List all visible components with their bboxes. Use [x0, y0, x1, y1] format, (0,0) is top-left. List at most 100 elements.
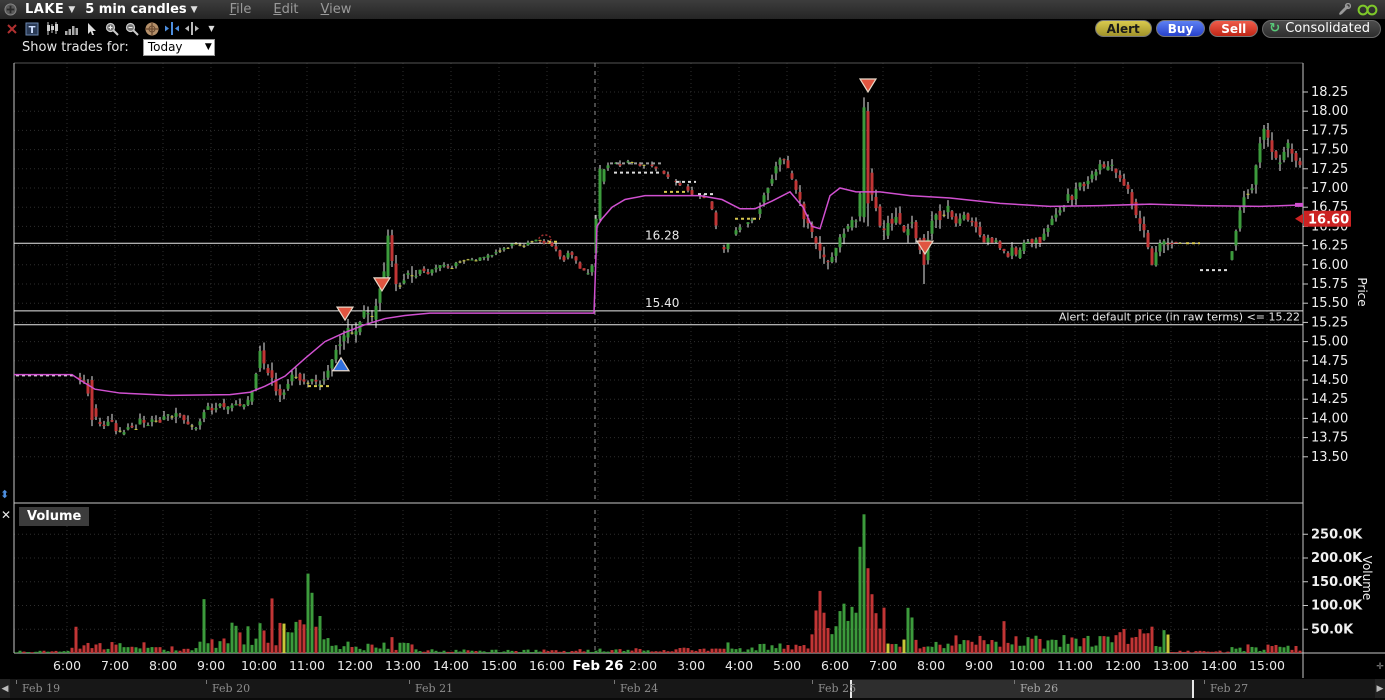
show-trades-value: Today — [147, 40, 183, 54]
collapse-horizontal-icon[interactable] — [183, 21, 200, 37]
svg-text:100.0K: 100.0K — [1311, 599, 1363, 614]
svg-text:15:00: 15:00 — [1249, 658, 1285, 673]
svg-text:10:00: 10:00 — [241, 658, 277, 673]
chart-toolbar: T ▼ Alert Buy Sell ↻ Consolidated — [0, 19, 1385, 38]
menu-edit[interactable]: Edit — [273, 2, 299, 17]
svg-text:9:00: 9:00 — [197, 658, 225, 673]
scrollbar-tick — [16, 680, 17, 684]
svg-text:14.75: 14.75 — [1311, 354, 1348, 369]
svg-text:8:00: 8:00 — [917, 658, 945, 673]
svg-text:11:00: 11:00 — [1057, 658, 1093, 673]
trade-markers-layer — [331, 78, 935, 372]
scrollbar-date-label: Feb 24 — [620, 682, 659, 695]
scroll-right-arrow[interactable]: ▶ — [1375, 679, 1385, 699]
svg-text:15.75: 15.75 — [1311, 277, 1348, 292]
price-volume-chart[interactable]: 16.28 15.40 Alert: default price (in raw t… — [0, 56, 1385, 678]
svg-text:50.0K: 50.0K — [1311, 622, 1354, 637]
wrench-icon[interactable] — [1337, 2, 1351, 17]
timeframe-dropdown[interactable]: 5 min candles — [85, 2, 187, 17]
svg-text:9:00: 9:00 — [965, 658, 993, 673]
expand-horizontal-icon[interactable] — [163, 21, 180, 37]
target-icon[interactable] — [143, 21, 160, 37]
toolbar-dropdown-icon[interactable]: ▼ — [208, 24, 215, 33]
zoom-out-icon[interactable] — [123, 21, 140, 37]
svg-text:150.0K: 150.0K — [1311, 575, 1363, 590]
scrollbar-date-label: Feb 21 — [415, 682, 454, 695]
svg-text:15.40: 15.40 — [645, 296, 679, 310]
crosshair-pointer-icon[interactable] — [83, 21, 100, 37]
scrollbar-tick — [812, 680, 813, 684]
zoom-in-icon[interactable] — [103, 21, 120, 37]
svg-text:16.28: 16.28 — [645, 228, 679, 242]
svg-text:3:00: 3:00 — [677, 658, 705, 673]
app-logo-icon[interactable] — [4, 3, 17, 16]
buy-marker[interactable] — [331, 356, 351, 372]
sell-marker[interactable] — [335, 306, 355, 322]
alert-button[interactable]: Alert — [1094, 20, 1152, 37]
scroll-left-arrow[interactable]: ◀ — [0, 679, 10, 699]
symbol-dropdown[interactable]: LAKE — [25, 2, 65, 17]
scrollbar-tick — [1204, 680, 1205, 684]
buy-button[interactable]: Buy — [1155, 20, 1206, 37]
bottom-strip — [0, 698, 1385, 700]
link-rings-icon[interactable] — [1357, 4, 1379, 16]
scrollbar-date-label: Feb 26 — [1020, 682, 1059, 695]
pane-splitter-icon[interactable]: ⬍ — [0, 488, 10, 501]
moving-average-layer — [14, 187, 1304, 397]
sell-marker[interactable] — [858, 78, 878, 94]
scrollbar-tick — [206, 680, 207, 684]
svg-text:15:00: 15:00 — [481, 658, 517, 673]
timeframe-caret-icon[interactable]: ▼ — [190, 4, 198, 15]
scrollbar-thumb[interactable] — [850, 680, 1194, 698]
scrollbar-tick — [409, 680, 410, 684]
svg-text:13.75: 13.75 — [1311, 431, 1348, 446]
svg-text:15.50: 15.50 — [1311, 296, 1348, 311]
svg-text:13.50: 13.50 — [1311, 450, 1348, 465]
svg-text:4:00: 4:00 — [725, 658, 753, 673]
symbol-caret-icon[interactable]: ▼ — [68, 4, 76, 15]
menu-view[interactable]: View — [320, 2, 352, 17]
svg-text:17.25: 17.25 — [1311, 162, 1348, 177]
sell-button[interactable]: Sell — [1209, 20, 1259, 37]
svg-text:11:00: 11:00 — [289, 658, 325, 673]
date-scrollbar[interactable]: Feb 19 Feb 20 Feb 21 Feb 24 Feb 25 Feb 26 Feb … — [0, 678, 1385, 699]
menu-file[interactable]: File — [229, 2, 252, 17]
scrollbar-date-label: Feb 19 — [22, 682, 61, 695]
sell-marker[interactable] — [372, 277, 392, 293]
svg-text:8:00: 8:00 — [149, 658, 177, 673]
text-tool-icon[interactable]: T — [23, 21, 40, 37]
svg-text:17.50: 17.50 — [1311, 143, 1348, 158]
show-trades-label: Show trades for: — [22, 39, 129, 55]
consolidated-label: Consolidated — [1285, 21, 1370, 36]
scrollbar-date-label: Feb 20 — [212, 682, 251, 695]
candlestick-tool-icon[interactable] — [43, 21, 60, 37]
volume-bars-layer — [14, 514, 1302, 653]
scrollbar-date-label: Feb 27 — [1210, 682, 1249, 695]
svg-text:14:00: 14:00 — [1201, 658, 1237, 673]
svg-text:2:00: 2:00 — [629, 658, 657, 673]
svg-text:Price: Price — [1355, 277, 1369, 306]
svg-text:16.60: 16.60 — [1308, 213, 1349, 228]
svg-text:16.00: 16.00 — [1311, 258, 1348, 273]
svg-text:12:00: 12:00 — [337, 658, 373, 673]
show-trades-select[interactable]: Today ▼ — [142, 38, 215, 56]
sell-marker[interactable] — [915, 240, 935, 256]
svg-text:5:00: 5:00 — [773, 658, 801, 673]
volume-pane-close-icon[interactable]: ✕ — [1, 508, 12, 522]
pane-borders-layer — [13, 62, 1385, 678]
svg-text:17.00: 17.00 — [1311, 181, 1348, 196]
chart-area[interactable]: 16.28 15.40 Alert: default price (in raw t… — [0, 56, 1385, 678]
axis-labels-layer: 18.2518.0017.7517.5017.2517.0016.7516.50… — [1295, 85, 1374, 637]
svg-text:6:00: 6:00 — [53, 658, 81, 673]
svg-text:18.25: 18.25 — [1311, 85, 1348, 100]
consolidated-toggle[interactable]: ↻ Consolidated — [1262, 19, 1381, 38]
scrollbar-tick — [614, 680, 615, 684]
svg-text:✛: ✛ — [1376, 662, 1384, 672]
refresh-icon: ↻ — [1269, 21, 1281, 36]
svg-text:14:00: 14:00 — [433, 658, 469, 673]
volume-bars-icon[interactable] — [63, 21, 80, 37]
volume-pane-label: Volume — [19, 507, 90, 526]
svg-text:7:00: 7:00 — [869, 658, 897, 673]
close-icon[interactable] — [3, 21, 20, 37]
